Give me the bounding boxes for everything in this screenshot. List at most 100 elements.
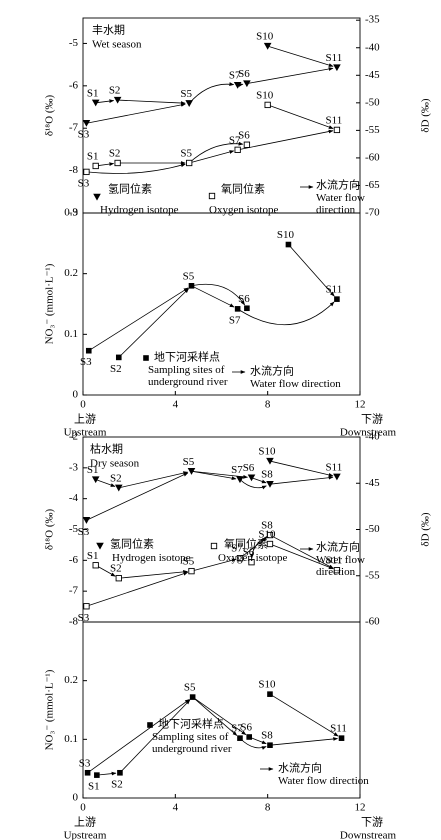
legend-label: Oxygen isotope (218, 552, 288, 564)
legend-label-box: Hydrogen isotope (100, 204, 179, 216)
flow-arrow (86, 103, 186, 124)
site-label: S2 (109, 148, 121, 160)
site-label: S5 (180, 88, 192, 100)
flow-arrow (191, 285, 235, 308)
flow-arrow (269, 543, 334, 570)
x-start-label: 上游 (74, 413, 96, 426)
flow-arrow (288, 244, 335, 297)
data-point (244, 305, 250, 312)
data-point (267, 691, 273, 697)
flow-arrow (269, 693, 339, 737)
flow-arrow (118, 570, 188, 579)
site-label: S10 (256, 31, 274, 43)
panel-subtitle: Wet season (92, 39, 142, 51)
flow-arrow (96, 771, 117, 776)
flow-arrow (192, 696, 238, 736)
flow-arrow (118, 288, 189, 358)
flow-arrow (88, 287, 189, 352)
y-tick-label: 0 (73, 792, 79, 804)
legend-label-cn: 氢同位素 (108, 182, 152, 196)
x-start-label: Upstream (64, 830, 107, 840)
data-point (236, 555, 244, 562)
data-point (186, 159, 193, 167)
y2-tick-label: -35 (365, 14, 380, 26)
site-label: S5 (183, 456, 195, 468)
data-point (246, 734, 252, 740)
y-axis-label: NO₃⁻ (mmol·L⁻¹) (44, 263, 56, 344)
legend-label-box: Oxygen isotope (209, 204, 279, 216)
data-point (185, 100, 193, 107)
site-label: S1 (87, 550, 99, 562)
y-tick-label: -8 (69, 164, 79, 176)
site-label: S1 (87, 464, 99, 476)
data-point (113, 96, 122, 104)
flow-legend-label-box: Water flow direction (278, 775, 369, 787)
y2-tick-label: -40 (365, 41, 380, 53)
y2-tick-label: -55 (365, 124, 380, 136)
site-label: S5 (183, 270, 195, 282)
site-label: S6 (238, 129, 250, 141)
y2-tick-label: -60 (365, 616, 380, 628)
site-label: S6 (243, 547, 255, 559)
y2-tick-label: -45 (365, 477, 380, 489)
data-point (115, 575, 122, 582)
data-point (248, 559, 255, 566)
y-tick-label: -3 (69, 461, 79, 473)
site-label: S2 (111, 778, 123, 790)
legend-label: Sampling sites of underground river (148, 364, 228, 388)
site-label: S5 (180, 148, 192, 160)
y-tick-label: -2 (69, 431, 78, 443)
site-label: S3 (79, 757, 91, 769)
data-point (233, 82, 242, 89)
data-point (338, 735, 345, 741)
site-label: S1 (87, 150, 99, 162)
y-tick-label: 0.1 (64, 328, 78, 340)
data-point (92, 162, 99, 170)
y-tick-label: 0.2 (64, 267, 78, 279)
flow-arrow (86, 472, 189, 521)
data-point (114, 159, 121, 167)
data-point (83, 603, 90, 610)
x-tick-label: 8 (265, 802, 271, 814)
site-label: S7 (229, 314, 241, 326)
flow-arrow (118, 471, 189, 489)
x-tick-label: 4 (173, 399, 179, 411)
site-label: S10 (277, 229, 295, 241)
y-axis-label: NO₃⁻ (mmol·L⁻¹) (44, 669, 56, 750)
legend-symbol (147, 722, 153, 728)
site-label: S3 (80, 356, 92, 368)
flow-legend-label-box: Water flow direction (316, 192, 365, 216)
data-point (263, 42, 272, 50)
site-label: S8 (261, 520, 273, 532)
y-tick-label: 0.2 (64, 674, 78, 686)
site-label: S5 (183, 556, 195, 568)
flow-arrow (189, 150, 235, 164)
y-tick-label: 0.1 (64, 733, 78, 745)
data-point (91, 99, 100, 107)
data-point (266, 540, 274, 548)
y-tick-label: -4 (69, 492, 79, 504)
site-label: S2 (110, 472, 122, 484)
data-point (83, 168, 90, 176)
legend-label: Oxygen isotope (209, 204, 279, 216)
data-point (189, 694, 196, 700)
y2-tick-label: -55 (365, 569, 380, 581)
flow-arrow (237, 301, 335, 326)
data-point (234, 146, 241, 153)
site-label: S7 (231, 723, 243, 735)
flow-legend-label: Water flow direction (316, 192, 365, 216)
y2-tick-label: -50 (365, 523, 380, 535)
x-end-label: 下游 (361, 413, 383, 426)
flow-arrow (191, 558, 237, 572)
flow-legend-label: Water flow direction (250, 378, 341, 390)
y-tick-label: -9 (69, 207, 79, 219)
y2-axis-label: δD (‰) (420, 512, 432, 547)
x-end-label: 下游 (361, 816, 383, 829)
data-point (267, 742, 273, 748)
data-point (117, 769, 123, 776)
flow-arrow (86, 571, 189, 607)
y-tick-label: 0 (73, 389, 79, 401)
x-tick-label: 4 (173, 802, 179, 814)
site-label: S6 (238, 293, 250, 305)
x-start-label: Upstream (64, 427, 107, 439)
